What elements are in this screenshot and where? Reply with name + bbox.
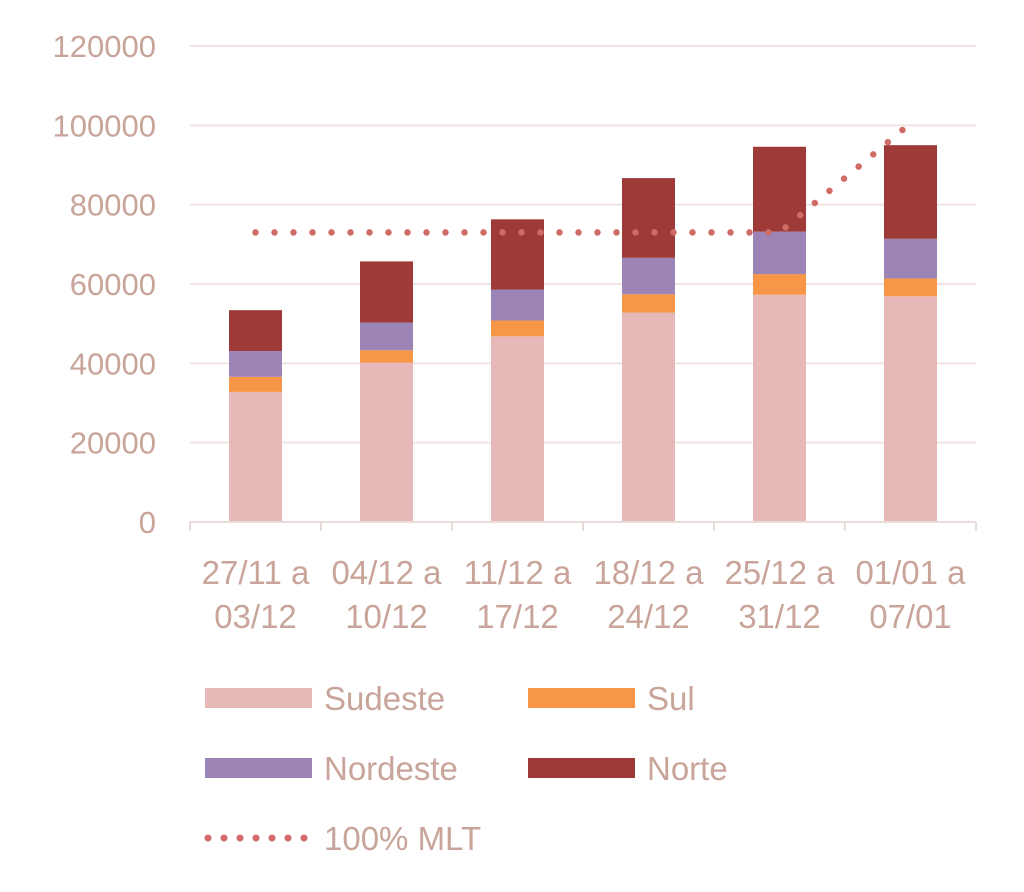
bar-sul xyxy=(753,274,806,295)
x-tick-label: 11/12 a xyxy=(464,554,572,591)
x-tick-label: 31/12 xyxy=(738,598,821,635)
y-axis-ticks: 0 20000 40000 60000 80000 100000 120000 xyxy=(53,29,156,540)
mlt-line xyxy=(252,120,914,236)
bar-norte xyxy=(360,261,413,323)
x-tick-label: 07/01 xyxy=(869,598,952,635)
x-tick-label: 27/11 a xyxy=(202,554,310,591)
x-tick-label: 17/12 xyxy=(476,598,559,635)
y-tick-label: 120000 xyxy=(53,29,156,64)
bar-nordeste xyxy=(229,351,282,377)
gridlines xyxy=(190,45,976,444)
legend-swatch-sudeste xyxy=(205,688,312,708)
bar-norte xyxy=(884,145,937,239)
x-tick-label: 04/12 a xyxy=(331,554,442,591)
bar-sudeste xyxy=(491,336,544,522)
bar-nordeste xyxy=(360,322,413,351)
bar-sudeste xyxy=(753,294,806,522)
y-tick-label: 80000 xyxy=(70,188,156,223)
y-tick-label: 40000 xyxy=(70,346,156,381)
y-tick-label: 0 xyxy=(139,505,156,540)
legend-label: Nordeste xyxy=(324,750,458,787)
x-tick-label: 10/12 xyxy=(345,598,428,635)
y-tick-label: 100000 xyxy=(53,108,156,143)
x-tick-label: 01/01 a xyxy=(855,554,966,591)
bar-sul xyxy=(229,376,282,392)
legend-label: 100% MLT xyxy=(324,820,481,857)
bar-norte xyxy=(229,310,282,352)
legend-swatch-nordeste xyxy=(205,758,312,778)
legend-label: Norte xyxy=(647,750,728,787)
bar-sudeste xyxy=(229,391,282,522)
legend: Sudeste Sul Nordeste Norte 100% MLT xyxy=(204,680,728,857)
legend-label: Sul xyxy=(647,680,695,717)
bar-sul xyxy=(491,320,544,337)
bar-sul xyxy=(884,278,937,297)
bar-norte xyxy=(622,178,675,258)
bar-nordeste xyxy=(884,238,937,279)
x-tick-label: 03/12 xyxy=(214,598,297,635)
mlt-line-path xyxy=(252,120,914,236)
bar-nordeste xyxy=(491,289,544,321)
bar-norte xyxy=(753,146,806,232)
x-axis: 27/11 a 03/12 04/12 a 10/12 11/12 a 17/12 18/1… xyxy=(189,521,977,635)
x-tick-label: 18/12 a xyxy=(593,554,704,591)
bar-sudeste xyxy=(622,312,675,522)
bars xyxy=(229,145,937,522)
bar-sudeste xyxy=(884,296,937,522)
y-tick-label: 60000 xyxy=(70,267,156,302)
legend-label: Sudeste xyxy=(324,680,445,717)
x-tick-label: 25/12 a xyxy=(724,554,835,591)
bar-sul xyxy=(622,294,675,313)
x-tick-label: 24/12 xyxy=(607,598,690,635)
y-tick-label: 20000 xyxy=(70,426,156,461)
bar-sudeste xyxy=(360,362,413,522)
legend-swatch-sul xyxy=(528,688,635,708)
bar-norte xyxy=(491,219,544,290)
bar-nordeste xyxy=(753,231,806,275)
legend-swatch-norte xyxy=(528,758,635,778)
bar-sul xyxy=(360,350,413,363)
bar-nordeste xyxy=(622,257,675,295)
